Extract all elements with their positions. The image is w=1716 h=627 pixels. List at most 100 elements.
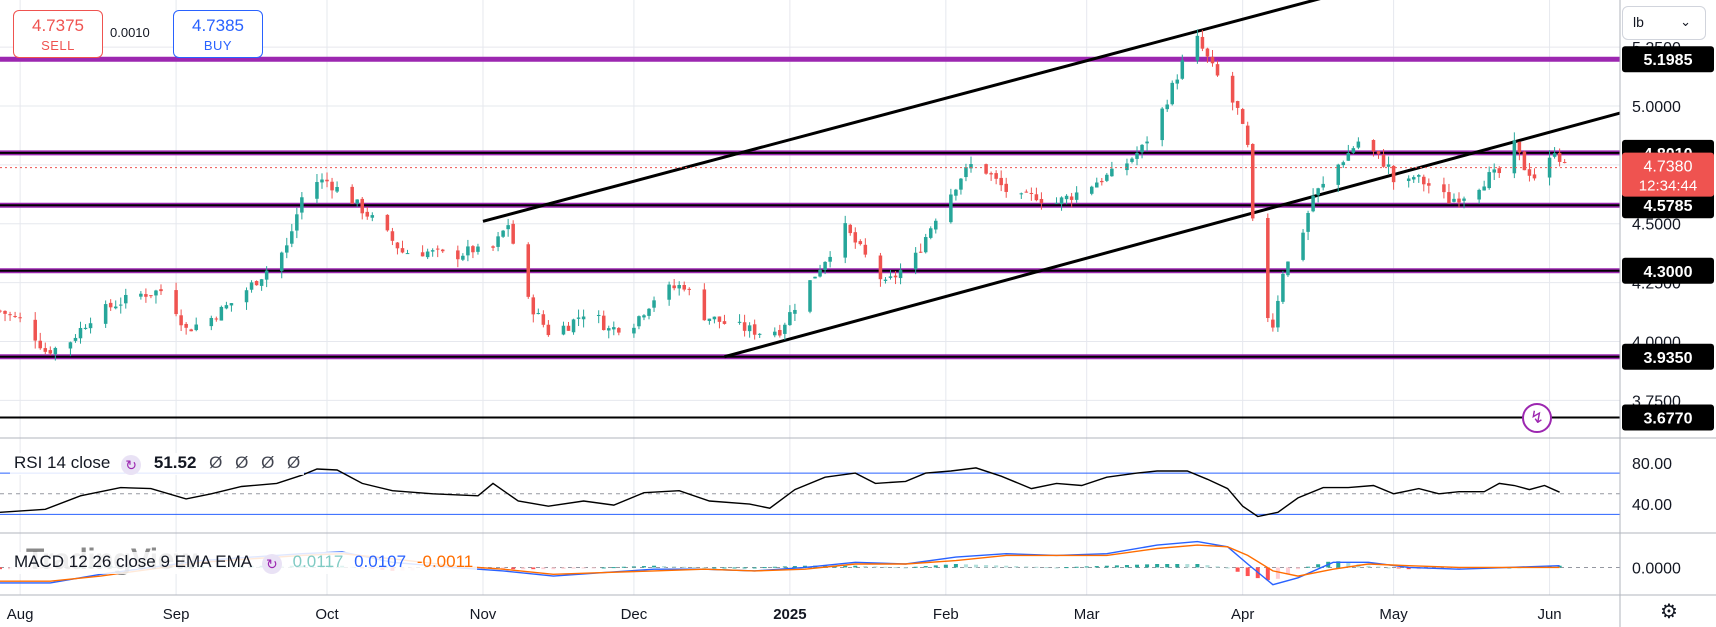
macd-histogram-bar <box>652 565 657 568</box>
macd-legend[interactable]: MACD 12 26 close 9 EMA EMA ↻ 0.0117 0.01… <box>10 552 478 574</box>
candle-down <box>1215 64 1220 76</box>
candle-up <box>405 253 410 255</box>
candle-up <box>843 223 847 258</box>
macd-histogram-bar <box>1145 564 1150 568</box>
candle-up <box>606 328 611 331</box>
cycle-icon[interactable]: ↻ <box>121 455 142 475</box>
macd-histogram-bar <box>1366 565 1371 568</box>
candle-down <box>390 231 395 241</box>
candle-up <box>1074 192 1079 200</box>
trendline <box>482 0 1321 223</box>
candle-down <box>1200 36 1205 49</box>
macd-histogram-bar <box>1094 566 1099 568</box>
candle-down <box>33 319 37 341</box>
candle-down <box>159 289 163 292</box>
candle-up <box>355 199 359 204</box>
candle-up <box>78 327 83 339</box>
candle-down <box>702 289 707 321</box>
candle-down <box>108 302 113 308</box>
candle-up <box>1170 82 1174 105</box>
candle-down <box>1457 198 1461 203</box>
rsi-legend[interactable]: RSI 14 close ↻ 51.52 Ø Ø Ø Ø <box>10 453 305 475</box>
macd-histogram-bar <box>984 565 989 568</box>
macd-histogram-bar <box>1457 567 1462 570</box>
candle-down <box>863 244 868 255</box>
trendlines <box>482 0 1621 359</box>
macd-histogram-bar <box>501 567 506 570</box>
candle-down <box>999 177 1003 186</box>
candle-down <box>325 179 329 182</box>
candle-up <box>1135 152 1139 159</box>
candle-down <box>420 252 425 257</box>
candle-up <box>229 303 234 306</box>
candle-up <box>1316 188 1320 196</box>
macd-histogram-bar <box>1306 566 1311 568</box>
lightning-icon[interactable]: ↯ <box>1522 403 1552 433</box>
candle-down <box>1447 192 1451 204</box>
macd-histogram-bar <box>802 565 807 568</box>
signal-value: -0.0011 <box>416 552 474 571</box>
buy-label: BUY <box>203 38 233 53</box>
macd-histogram-bar <box>601 567 606 569</box>
horizontal-levels <box>0 56 1620 419</box>
macd-histogram-bar <box>1074 566 1079 568</box>
candle-down <box>1205 48 1210 57</box>
candle-up <box>1059 197 1064 205</box>
macd-histogram-bar <box>1235 567 1240 572</box>
macd-histogram-bar <box>631 566 636 568</box>
candle-up <box>1140 144 1144 153</box>
price-labels: 5.19854.80104.57854.30003.93503.67704.73… <box>0 46 1714 431</box>
time-tick-label: Feb <box>933 606 959 623</box>
macd-histogram-value: 0.0117 <box>292 552 344 571</box>
candle-down <box>546 324 551 336</box>
candle-up <box>1452 198 1456 202</box>
candle-up <box>783 324 787 334</box>
rsi-na-1: Ø <box>209 453 223 472</box>
candle-up <box>883 279 888 281</box>
macd-histogram-bar <box>1165 564 1170 568</box>
unit-select[interactable]: lb ⌄ <box>1622 6 1706 40</box>
macd-histogram-bar <box>1346 562 1351 568</box>
sell-button[interactable]: 4.7375 SELL <box>13 10 103 58</box>
candle-up <box>823 261 827 270</box>
candle-up <box>466 246 470 256</box>
candle-up <box>934 220 938 230</box>
candle-down <box>1069 196 1074 200</box>
candle-up <box>209 317 214 327</box>
candle-down <box>1235 101 1240 108</box>
macd-histogram-bar <box>1467 567 1472 569</box>
candle-down <box>1245 125 1250 145</box>
candle-down <box>8 314 12 316</box>
candle-up <box>1286 261 1290 276</box>
cycle-icon[interactable]: ↻ <box>261 554 282 574</box>
candle-up <box>632 327 636 334</box>
candle-up <box>1281 273 1285 302</box>
candle-down <box>1422 176 1426 185</box>
candle-up <box>259 279 264 286</box>
candle-down <box>184 323 188 328</box>
candle-up <box>596 314 601 316</box>
macd-histogram-bar <box>853 565 858 568</box>
candle-up <box>561 325 566 335</box>
macd-histogram-bar <box>1124 565 1129 568</box>
rsi-value: 51.52 <box>153 453 197 472</box>
candle-down <box>1391 165 1396 183</box>
candle-up <box>1351 148 1356 153</box>
buy-button[interactable]: 4.7385 BUY <box>173 10 263 58</box>
macd-name: MACD 12 26 close 9 EMA EMA <box>14 552 252 571</box>
candle-down <box>471 246 475 253</box>
candle-up <box>1547 157 1552 178</box>
candle-down <box>1371 140 1376 152</box>
candle-up <box>1482 186 1486 191</box>
settings-icon[interactable]: ⚙ <box>1660 601 1678 623</box>
level-price-label: 3.9350 <box>1644 350 1693 367</box>
macd-histogram-bar <box>903 567 908 569</box>
candle-down <box>3 310 7 314</box>
candle-up <box>652 300 656 308</box>
candle-down <box>989 173 993 175</box>
candle-up <box>320 179 324 183</box>
candle-up <box>88 323 93 329</box>
macd-histogram-bar <box>923 566 928 568</box>
